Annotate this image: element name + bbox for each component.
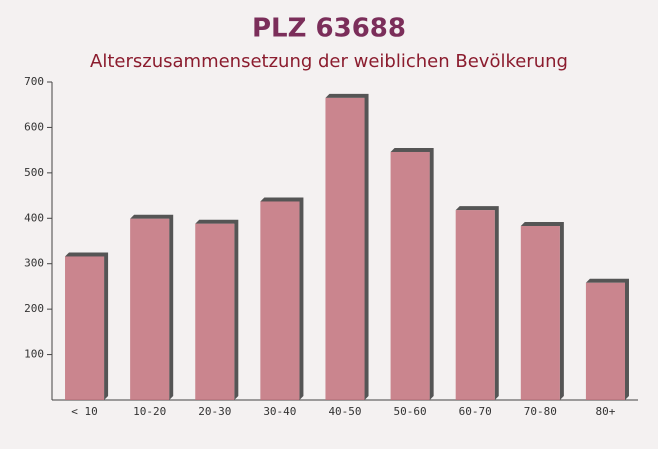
x-tick-label: 80+: [596, 405, 616, 418]
bar: [325, 97, 365, 401]
x-tick-label: 60-70: [459, 405, 492, 418]
chart-subtitle: Alterszusammensetzung der weiblichen Bev…: [90, 51, 568, 72]
x-tick-label: < 10: [71, 405, 98, 418]
x-tick-label: 10-20: [133, 405, 166, 418]
y-tick-label: 300: [24, 257, 44, 270]
bar: [390, 151, 430, 400]
x-tick-label: 30-40: [263, 405, 296, 418]
bar: [260, 201, 300, 400]
y-tick-label: 400: [24, 211, 44, 224]
x-tick-label: 70-80: [524, 405, 557, 418]
y-tick-label: 100: [24, 348, 44, 361]
x-tick-label: 20-30: [198, 405, 231, 418]
bar: [455, 210, 495, 400]
bar: [585, 282, 625, 400]
x-tick-label: 50-60: [394, 405, 427, 418]
bar: [520, 226, 560, 400]
y-tick-label: 700: [24, 75, 44, 88]
chart-title: PLZ 63688: [252, 14, 406, 44]
y-tick-label: 600: [24, 120, 44, 133]
bar: [130, 218, 170, 400]
y-tick-label: 500: [24, 166, 44, 179]
bar: [195, 223, 235, 400]
x-tick-label: 40-50: [328, 405, 361, 418]
y-tick-label: 200: [24, 302, 44, 315]
bar: [65, 256, 105, 400]
